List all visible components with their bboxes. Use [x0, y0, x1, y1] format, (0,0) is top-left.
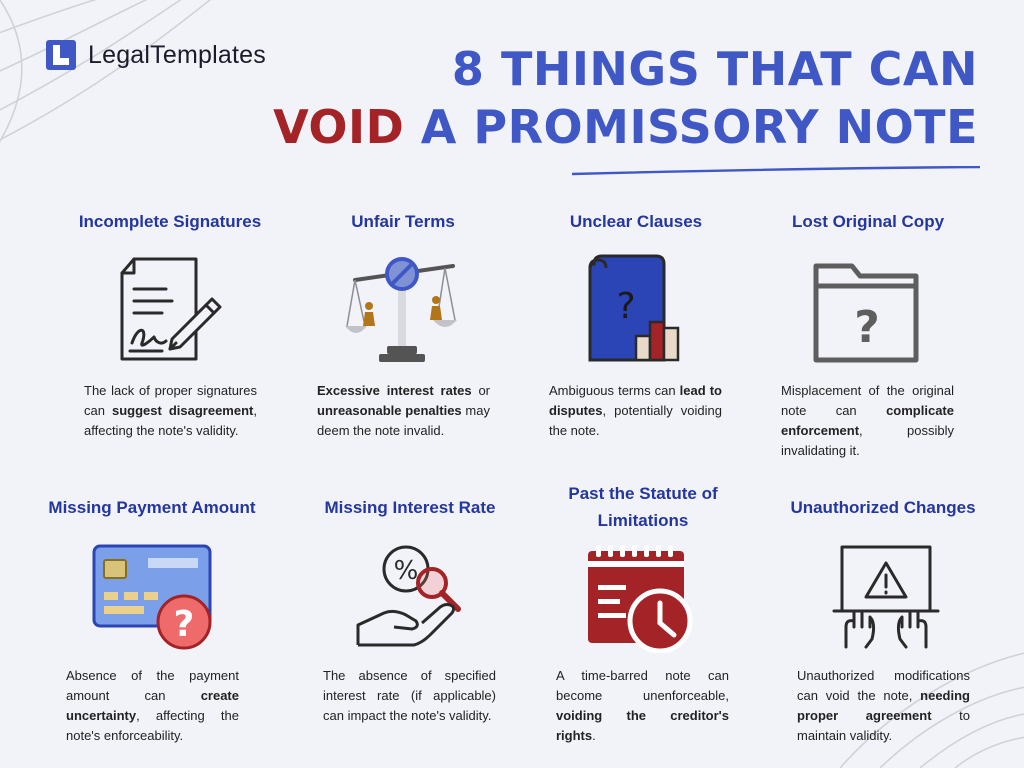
emphasis-text: complicate enforcement — [781, 403, 954, 438]
card-past-the-statute-of-limitations: Past the Statute of Limitations — [543, 480, 743, 534]
card-unfair-terms: Unfair Terms — [285, 208, 521, 235]
emphasis-text: unreasonable penalties — [317, 403, 462, 418]
description-text: A time-barred note can become unenforcea… — [556, 668, 729, 703]
card-description: Unauthorized modifications can void the … — [797, 666, 970, 746]
legaltemplates-logo-icon — [46, 40, 76, 70]
description-text: Unauthorized modifications can void the … — [797, 668, 970, 703]
title-line-1: 8 THINGS THAT CAN — [451, 42, 978, 96]
card-unauthorized-changes: Unauthorized Changes — [765, 494, 1001, 521]
card-description: A time-barred note can become unenforcea… — [556, 666, 729, 746]
card-description: Misplacement of the original note can co… — [781, 381, 954, 461]
card-description: Absence of the payment amount can create… — [66, 666, 239, 746]
description-text: to maintain validity. — [797, 708, 970, 743]
card-description: Excessive interest rates or unreasonable… — [317, 381, 490, 441]
description-text: The absence of specified interest rate (… — [323, 668, 496, 723]
card-heading: Unclear Clauses — [569, 212, 703, 231]
description-text: or — [471, 383, 491, 398]
card-heading: Lost Original Copy — [791, 212, 945, 231]
svg-text:?: ? — [854, 302, 880, 353]
emphasis-text: needing proper agreement — [797, 688, 970, 723]
svg-text:?: ? — [616, 286, 635, 327]
description-text: Ambiguous terms can — [549, 383, 680, 398]
emphasis-text: create uncertainty — [66, 688, 239, 723]
card-heading: Unfair Terms — [351, 212, 455, 231]
page-title: 8 THINGS THAT CAN VOID A PROMISSORY NOTE — [273, 40, 978, 156]
brand-name: LegalTemplates — [88, 40, 266, 69]
title-line-2-rest: A PROMISSORY NOTE — [404, 100, 978, 154]
card-unclear-clauses: Unclear Clauses — [518, 208, 754, 235]
unbalanced-scale-icon — [345, 257, 457, 362]
card-heading: Past the Statute of Limitations — [568, 484, 718, 530]
description-text: , affecting the note's enforceability. — [66, 708, 239, 743]
card-heading: Incomplete Signatures — [78, 212, 262, 231]
title-accent-word: VOID — [273, 100, 405, 154]
card-description: Ambiguous terms can lead to disputes, po… — [549, 381, 722, 441]
title-line-2: VOID A PROMISSORY NOTE — [273, 98, 978, 156]
card-incomplete-signatures: Incomplete Signatures — [52, 208, 288, 235]
calendar-clock-icon — [588, 545, 693, 653]
emphasis-text: suggest disagreement — [111, 403, 254, 418]
card-heading: Missing Payment Amount — [48, 498, 256, 517]
description-text: Misplacement of the original note can — [781, 383, 954, 418]
folder-question-icon: ? — [813, 263, 919, 363]
description-text: may deem the note invalid. — [317, 403, 490, 438]
card-lost-original-copy: Lost Original Copy — [750, 208, 986, 235]
question-document-icon: ? — [588, 254, 680, 362]
svg-text:%: % — [394, 556, 419, 586]
svg-text:?: ? — [174, 604, 195, 645]
description-text: Absence of the payment amount can — [66, 668, 239, 703]
card-heading: Missing Interest Rate — [324, 498, 496, 517]
description-text: . — [592, 728, 596, 743]
percent-magnifier-hand-icon: % — [356, 545, 461, 647]
card-missing-payment-amount: Missing Payment Amount — [34, 494, 270, 521]
emphasis-text: lead to disputes — [549, 383, 722, 418]
card-description: The absence of specified interest rate (… — [323, 666, 496, 726]
card-heading: Unauthorized Changes — [790, 498, 976, 517]
description-text: , possibly invalidating it. — [781, 423, 954, 458]
description-text: , affecting the note's validity. — [84, 403, 257, 438]
laptop-warning-icon — [832, 545, 940, 649]
brand-logo[interactable]: LegalTemplates — [46, 40, 266, 70]
title-underline — [572, 166, 980, 176]
description-text: , potentially voiding the note. — [549, 403, 722, 438]
emphasis-text: voiding the creditor's rights — [556, 708, 729, 743]
card-missing-interest-rate: Missing Interest Rate — [292, 494, 528, 521]
card-description: The lack of proper signatures can sugges… — [84, 381, 257, 441]
description-text: The lack of proper signatures can — [84, 383, 257, 418]
contract-signature-icon — [120, 257, 222, 361]
emphasis-text: Excessive interest rates — [317, 383, 472, 398]
credit-card-question-icon: ? — [92, 544, 212, 650]
